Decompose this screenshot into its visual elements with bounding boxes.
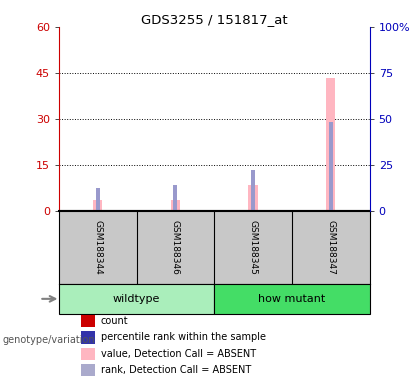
Bar [248, 185, 258, 212]
Bar [95, 189, 100, 212]
Text: GSM188346: GSM188346 [171, 220, 180, 275]
Text: value, Detection Call = ABSENT: value, Detection Call = ABSENT [101, 349, 256, 359]
Bar [328, 122, 333, 212]
Text: how mutant: how mutant [258, 294, 326, 304]
Bar [93, 200, 102, 212]
Text: GSM188345: GSM188345 [249, 220, 257, 275]
Bar [81, 331, 94, 344]
Bar [173, 185, 178, 212]
Bar [81, 315, 94, 328]
Bar [81, 348, 94, 360]
Bar [214, 284, 370, 314]
Bar [174, 210, 177, 212]
Text: wildtype: wildtype [113, 294, 160, 304]
Text: GSM188347: GSM188347 [326, 220, 335, 275]
Bar [96, 210, 99, 212]
Bar [251, 170, 255, 212]
Bar [326, 78, 336, 212]
Text: percentile rank within the sample: percentile rank within the sample [101, 333, 266, 343]
Text: genotype/variation: genotype/variation [2, 335, 95, 345]
Text: rank, Detection Call = ABSENT: rank, Detection Call = ABSENT [101, 365, 251, 375]
Text: count: count [101, 316, 129, 326]
Bar [81, 364, 94, 376]
Title: GDS3255 / 151817_at: GDS3255 / 151817_at [141, 13, 288, 26]
Bar [329, 210, 332, 212]
Bar [59, 284, 214, 314]
Bar [171, 200, 180, 212]
Text: GSM188344: GSM188344 [93, 220, 102, 275]
Bar [252, 210, 255, 212]
